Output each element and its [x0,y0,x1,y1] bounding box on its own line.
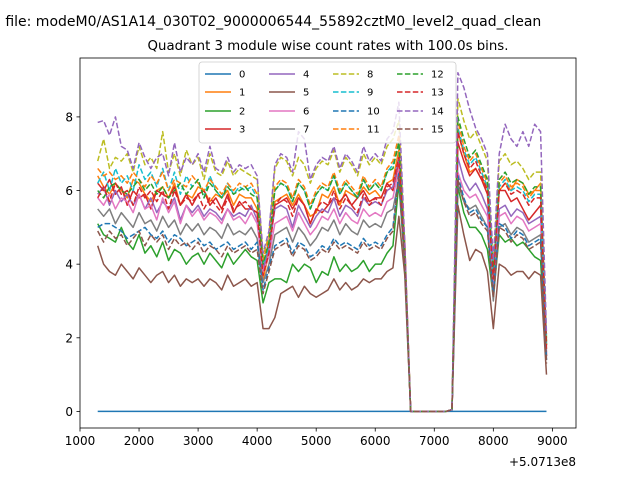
plot-frame [79,57,577,429]
legend-box [198,61,457,144]
series-line-15 [97,175,548,413]
legend-label-1: 1 [239,88,245,99]
figure-suptitle: n file: modeM0/AS1A14_030T02_9000006544_… [0,14,541,30]
series-line-5 [96,204,548,413]
y-tick-label: 6 [65,184,73,198]
series-line-7 [97,178,548,413]
legend-label-14: 14 [431,107,444,118]
x-tick-label: 7000 [419,434,450,448]
series-lines [96,71,548,413]
legend-label-15: 15 [431,125,444,136]
legend-label-0: 0 [239,70,245,81]
y-axis: 0 2 4 6 8 [65,110,80,419]
x-tick-label: 2000 [124,434,155,448]
legend-label-2: 2 [239,107,245,118]
chart-title: Quadrant 3 module wise count rates with … [148,39,509,54]
legend-label-11: 11 [367,125,380,136]
y-tick-label: 0 [65,405,73,419]
series-line-14 [97,71,548,413]
y-tick-label: 4 [65,258,73,272]
series-line-13 [97,130,548,413]
series-line-3 [97,141,548,413]
legend-label-13: 13 [431,88,444,99]
legend-label-12: 12 [431,70,444,81]
x-tick-label: 8000 [478,434,509,448]
x-tick-label: 5000 [301,434,332,448]
legend-label-5: 5 [303,88,309,99]
legend-label-7: 7 [303,125,309,136]
series-line-6 [97,167,548,413]
series-line-2 [97,182,548,413]
x-tick-label: 6000 [360,434,391,448]
series-line-10 [97,171,548,413]
legend-label-9: 9 [367,88,373,99]
series-line-4 [97,156,548,413]
legend-label-8: 8 [367,70,373,81]
legend-label-4: 4 [303,70,309,81]
y-tick-label: 8 [65,110,73,124]
series-line-1 [97,130,548,413]
series-line-11 [97,119,548,413]
series-line-12 [97,116,548,413]
x-tick-label: 1000 [65,434,96,448]
y-tick-label: 2 [65,331,73,345]
x-tick-label: 3000 [183,434,214,448]
x-offset-label: +5.0713e8 [509,455,576,469]
legend-label-3: 3 [239,125,245,136]
x-tick-label: 4000 [242,434,273,448]
legend-label-10: 10 [367,107,380,118]
x-tick-label: 9000 [537,434,568,448]
x-axis: 1000 2000 3000 4000 5000 6000 7000 8000 9000 [65,428,568,448]
series-line-8 [96,97,548,413]
legend-label-6: 6 [303,107,309,118]
